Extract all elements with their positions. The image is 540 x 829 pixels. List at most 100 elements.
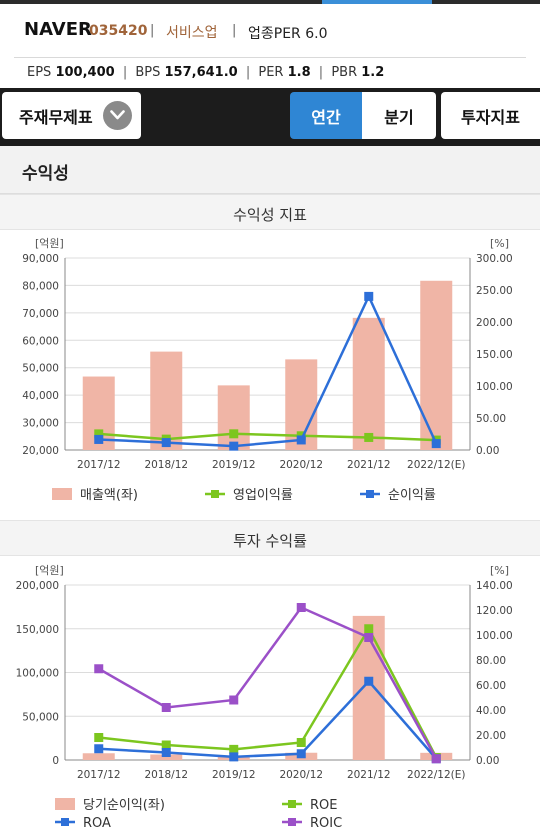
valuation-metrics: EPS 100,400 | BPS 157,641.0 | PER 1.8 | … bbox=[27, 65, 384, 80]
legend-swatch bbox=[61, 818, 69, 826]
right-tick-label: 80.00 bbox=[476, 655, 506, 667]
data-point-ROA bbox=[94, 744, 104, 754]
left-tick-label: 100,000 bbox=[16, 668, 59, 680]
left-tick-label: 20,000 bbox=[22, 445, 59, 457]
bar-2018/12 bbox=[150, 754, 183, 760]
right-tick-label: 120.00 bbox=[476, 605, 513, 617]
x-tick-label: 2022/12(E) bbox=[407, 459, 465, 471]
chart-1-title: 수익성 지표 bbox=[233, 206, 307, 224]
left-tick-label: 50,000 bbox=[22, 711, 59, 723]
bar-2021/12 bbox=[352, 317, 385, 450]
investment-indicators-button[interactable]: 투자지표 bbox=[441, 92, 540, 139]
left-tick-label: 40,000 bbox=[22, 390, 59, 402]
right-axis-unit: [%] bbox=[490, 237, 509, 250]
data-point-영업이익률 bbox=[364, 432, 374, 442]
bps-value: 157,641.0 bbox=[164, 65, 238, 80]
section-header: 수익성 bbox=[0, 146, 540, 194]
right-tick-label: 0.00 bbox=[476, 755, 499, 767]
eps-label: EPS bbox=[27, 65, 52, 80]
legend-swatch bbox=[52, 488, 72, 500]
x-tick-label: 2017/12 bbox=[77, 769, 121, 781]
right-tick-label: 20.00 bbox=[476, 730, 506, 742]
data-point-ROA bbox=[296, 749, 306, 759]
data-point-순이익률 bbox=[431, 439, 441, 449]
tab-annual[interactable]: 연간 bbox=[290, 92, 362, 139]
eps-value: 100,400 bbox=[55, 65, 115, 80]
legend-swatch bbox=[366, 490, 374, 498]
active-tab-indicator bbox=[322, 0, 432, 4]
data-point-영업이익률 bbox=[94, 429, 104, 439]
data-point-ROE bbox=[94, 733, 104, 742]
data-point-ROE bbox=[229, 744, 239, 754]
sector-label: 서비스업 bbox=[166, 25, 218, 41]
tab-quarterly[interactable]: 분기 bbox=[362, 92, 436, 139]
x-tick-label: 2022/12(E) bbox=[407, 769, 465, 781]
bar-2017/12 bbox=[82, 753, 115, 760]
right-tick-label: 300.00 bbox=[476, 253, 513, 265]
data-point-ROIC bbox=[229, 695, 239, 705]
series-line-ROE bbox=[98, 626, 438, 759]
left-tick-label: 50,000 bbox=[22, 363, 59, 375]
right-tick-label: 50.00 bbox=[476, 413, 506, 425]
x-tick-label: 2018/12 bbox=[144, 769, 188, 781]
left-tick-label: 30,000 bbox=[22, 418, 59, 430]
left-tick-label: 60,000 bbox=[22, 335, 59, 347]
x-tick-label: 2021/12 bbox=[347, 459, 391, 471]
section-title: 수익성 bbox=[22, 164, 69, 184]
right-tick-label: 40.00 bbox=[476, 705, 506, 717]
header-divider bbox=[14, 57, 526, 58]
x-tick-label: 2020/12 bbox=[279, 769, 323, 781]
legend-swatch bbox=[288, 800, 296, 808]
financial-nav-bar: 주재무제표 연간 분기 투자지표 bbox=[0, 88, 540, 146]
x-tick-label: 2017/12 bbox=[77, 459, 121, 471]
legend-swatch bbox=[211, 490, 219, 498]
legend-label: ROE bbox=[310, 798, 337, 813]
bar-2018/12 bbox=[150, 351, 183, 450]
divider: | bbox=[318, 65, 324, 80]
data-point-ROIC bbox=[364, 633, 374, 642]
x-tick-label: 2018/12 bbox=[144, 459, 188, 471]
industry-per: 업종PER 6.0 bbox=[248, 26, 328, 42]
chart-2-header: 투자 수익률 bbox=[0, 520, 540, 556]
series-line-순이익률 bbox=[98, 293, 438, 448]
data-point-순이익률 bbox=[364, 291, 374, 301]
data-point-ROIC bbox=[161, 703, 171, 712]
tab-annual-label: 연간 bbox=[311, 107, 341, 127]
bar-2022/12(E) bbox=[420, 280, 453, 450]
data-point-ROA bbox=[229, 752, 239, 762]
chevron-down-icon bbox=[103, 101, 132, 130]
data-point-ROA bbox=[161, 748, 171, 757]
left-tick-label: 80,000 bbox=[22, 280, 59, 292]
right-tick-label: 250.00 bbox=[476, 285, 513, 297]
top-tab-strip bbox=[0, 0, 540, 4]
legend-label: ROIC bbox=[310, 816, 342, 829]
legend-swatch bbox=[288, 818, 296, 826]
financial-statement-dropdown[interactable]: 주재무제표 bbox=[2, 92, 141, 139]
stock-name: NAVER bbox=[24, 19, 92, 40]
data-point-ROIC bbox=[431, 754, 441, 764]
divider: | bbox=[122, 65, 128, 80]
x-tick-label: 2019/12 bbox=[212, 459, 256, 471]
data-point-순이익률 bbox=[94, 434, 104, 444]
stock-code: 035420 bbox=[89, 23, 148, 39]
dropdown-label: 주재무제표 bbox=[19, 107, 93, 127]
legend-label: 순이익률 bbox=[388, 488, 436, 503]
data-point-ROIC bbox=[296, 603, 306, 612]
data-point-순이익률 bbox=[161, 438, 171, 448]
pbr-value: 1.2 bbox=[361, 65, 385, 80]
bar-2019/12 bbox=[217, 385, 250, 450]
investment-return-chart: [억원] [%] 0 50,000 100,000 150,000 200,000 0.00 2… bbox=[16, 564, 513, 829]
left-tick-label: 150,000 bbox=[16, 624, 59, 636]
stock-header: NAVER 035420 | 서비스업 | 업종PER 6.0 bbox=[0, 4, 540, 58]
series-line-ROIC bbox=[98, 605, 438, 760]
right-axis-unit: [%] bbox=[490, 564, 509, 577]
data-point-ROIC bbox=[94, 664, 104, 674]
legend-label: 영업이익률 bbox=[233, 488, 293, 503]
divider: | bbox=[245, 65, 251, 80]
left-axis-unit: [억원] bbox=[35, 564, 64, 577]
left-tick-label: 70,000 bbox=[22, 308, 59, 320]
x-tick-label: 2019/12 bbox=[212, 769, 256, 781]
divider: | bbox=[150, 23, 155, 38]
pbr-label: PBR bbox=[331, 65, 358, 80]
series-line-영업이익률 bbox=[98, 432, 437, 442]
